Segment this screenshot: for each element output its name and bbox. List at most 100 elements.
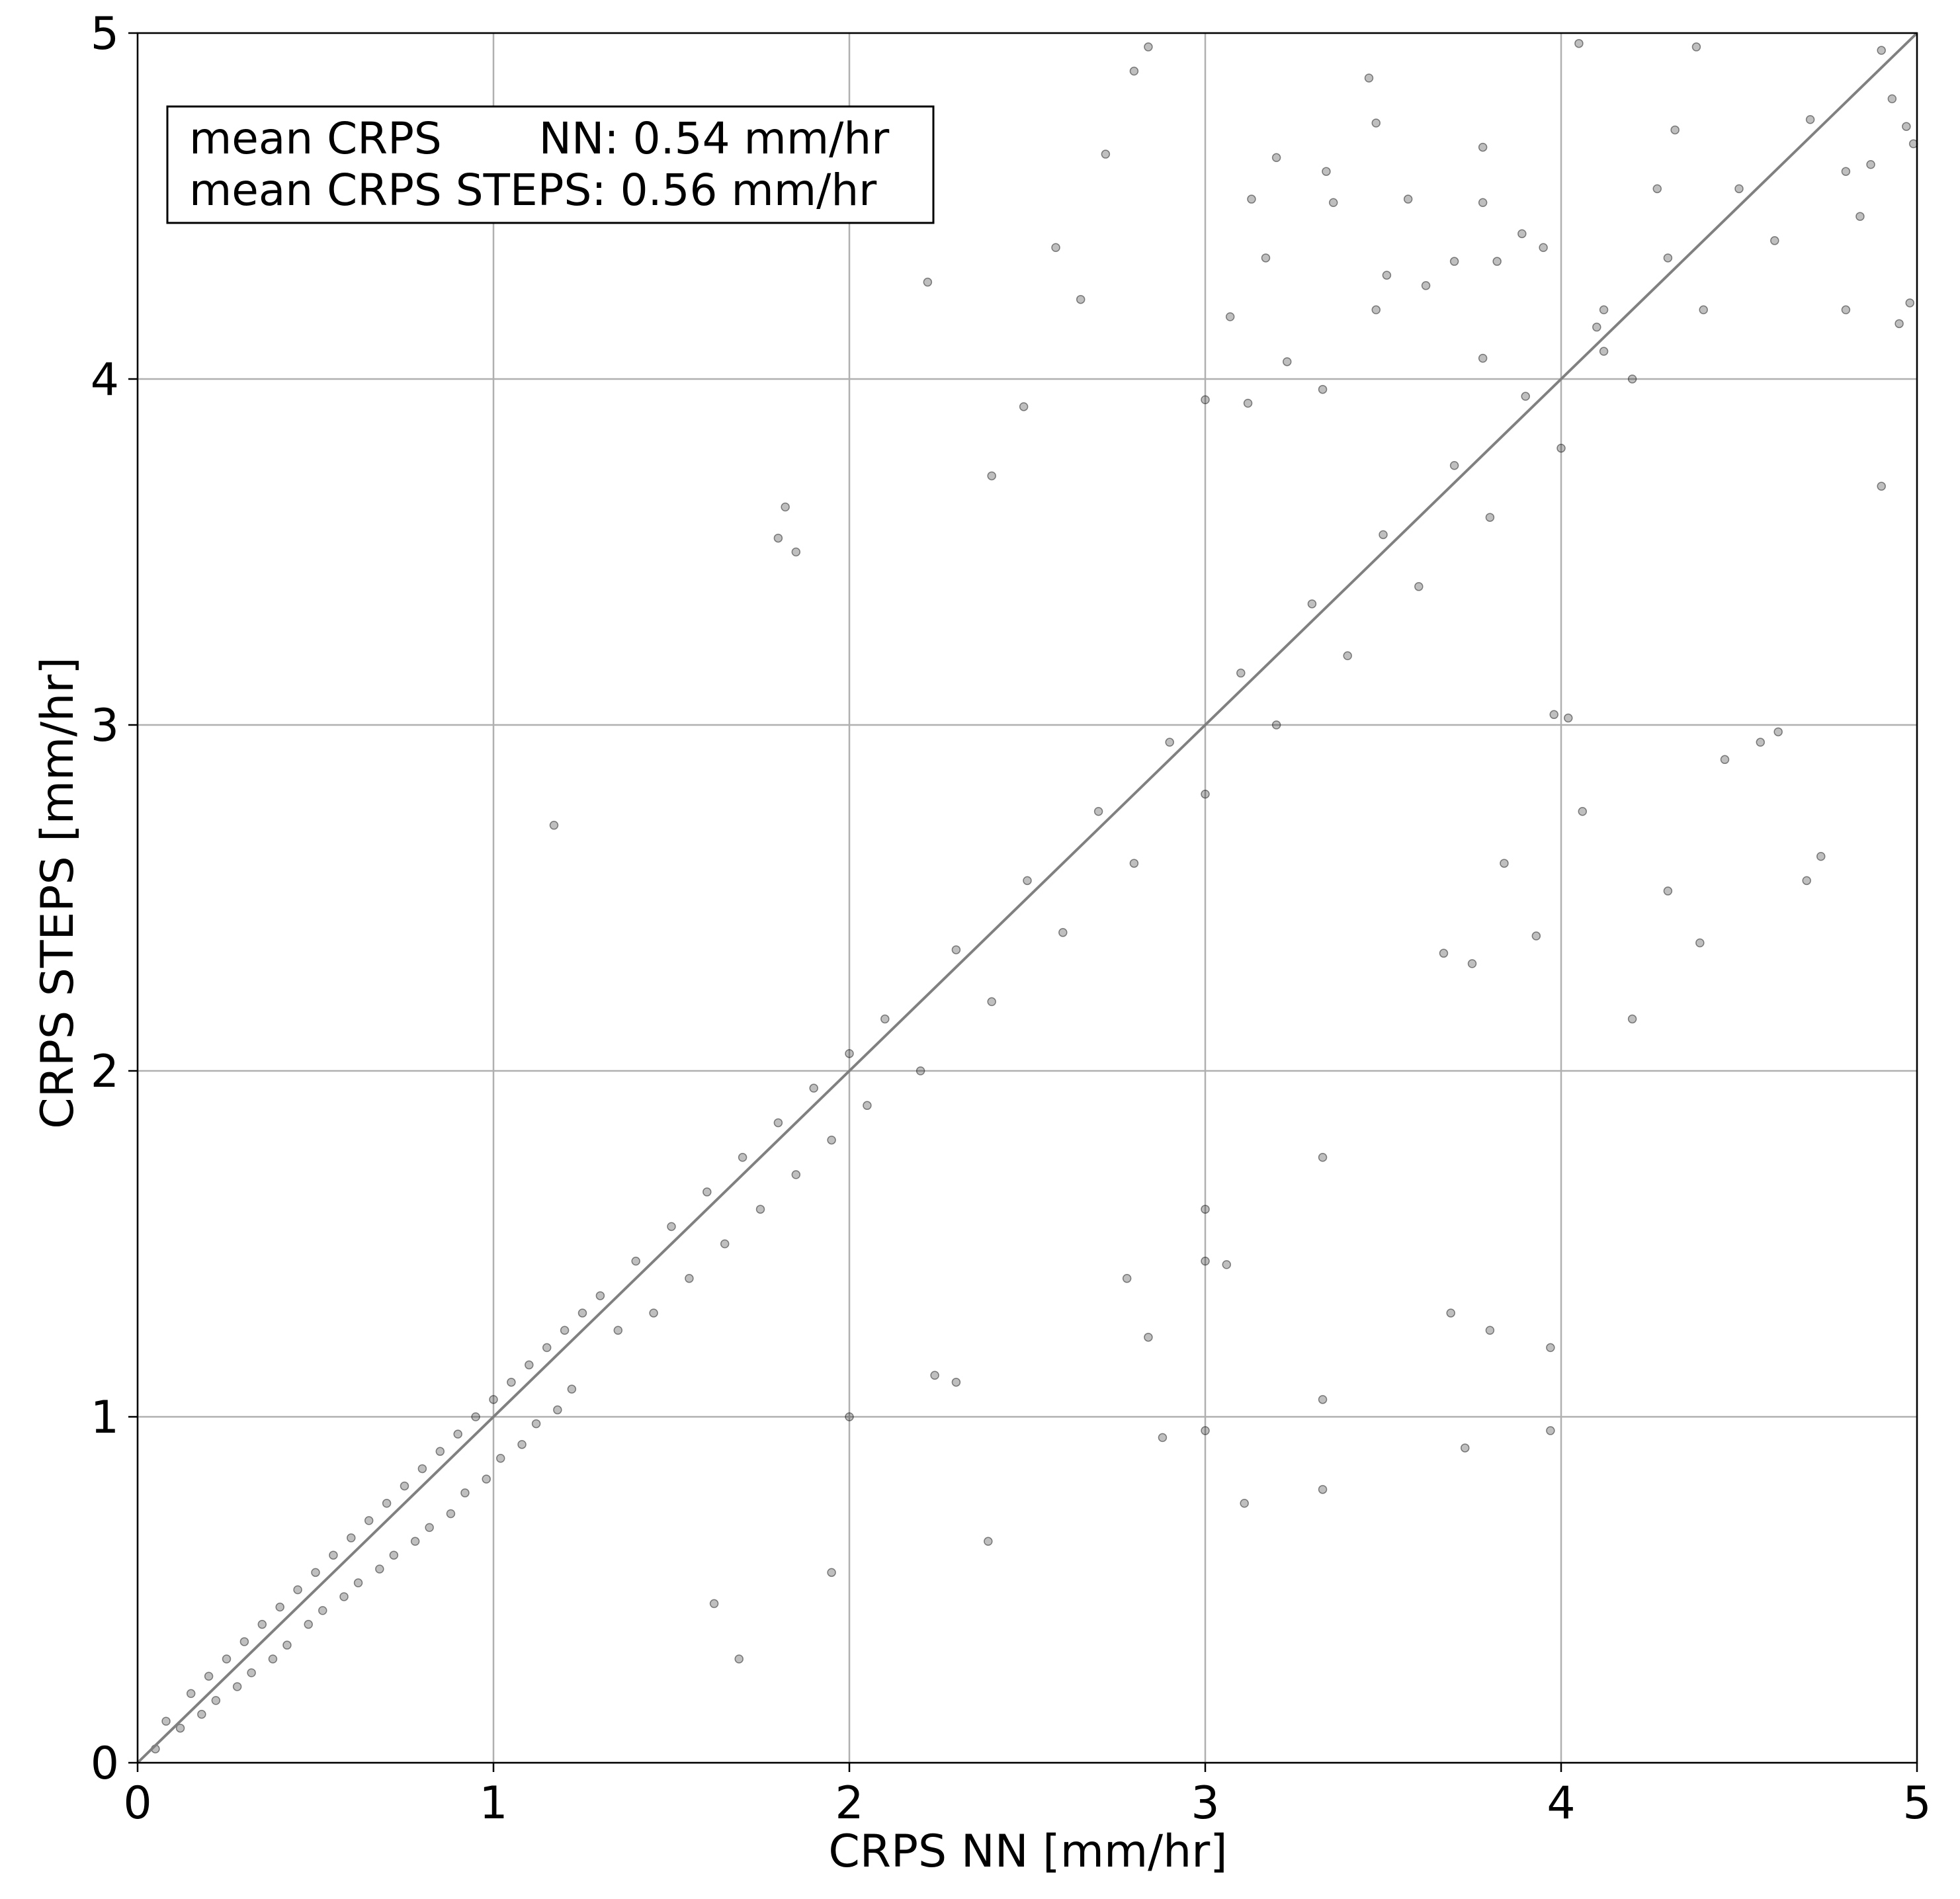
- data-point: [1271, 720, 1281, 730]
- data-point: [880, 1014, 890, 1024]
- data-point: [809, 1083, 818, 1093]
- data-point: [1414, 582, 1424, 591]
- data-point: [1592, 322, 1601, 332]
- data-point: [304, 1620, 313, 1629]
- data-point: [353, 1578, 363, 1587]
- data-point: [1485, 513, 1495, 522]
- data-point: [613, 1326, 623, 1335]
- data-point: [1699, 305, 1708, 315]
- data-point: [1201, 1256, 1210, 1266]
- data-point: [738, 1153, 747, 1162]
- data-point: [186, 1689, 196, 1699]
- data-point: [1051, 243, 1060, 253]
- data-point: [489, 1395, 498, 1404]
- data-point: [311, 1568, 320, 1578]
- data-point: [1446, 1308, 1455, 1318]
- data-point: [987, 471, 996, 481]
- data-point: [1023, 876, 1032, 886]
- data-point: [1318, 1395, 1328, 1404]
- x-tick-label: 4: [1547, 1777, 1575, 1830]
- data-point: [734, 1654, 744, 1664]
- data-point: [417, 1464, 427, 1474]
- data-point: [1578, 807, 1588, 816]
- data-point: [1478, 142, 1488, 152]
- data-point: [1129, 66, 1139, 76]
- data-point: [204, 1671, 214, 1681]
- data-point: [1663, 886, 1673, 896]
- data-point: [1531, 931, 1541, 941]
- data-point: [1247, 194, 1256, 204]
- data-point: [987, 997, 996, 1007]
- plot-frame: [136, 32, 1918, 1764]
- data-point: [1328, 198, 1338, 208]
- data-point: [1905, 298, 1914, 308]
- y-tick-label: 2: [91, 1046, 119, 1098]
- data-point: [930, 1371, 939, 1380]
- data-point: [951, 1377, 961, 1387]
- data-point: [1371, 305, 1381, 315]
- data-point: [560, 1326, 570, 1335]
- data-point: [631, 1256, 640, 1266]
- data-point: [1467, 959, 1477, 968]
- data-point: [1165, 738, 1174, 747]
- data-point: [1756, 738, 1766, 747]
- data-point: [1318, 384, 1328, 394]
- data-point: [1539, 243, 1548, 253]
- data-point: [1877, 482, 1886, 491]
- y-tick-label: 4: [91, 354, 119, 406]
- data-point: [275, 1602, 284, 1612]
- data-point: [1076, 294, 1086, 304]
- data-point: [1902, 122, 1911, 131]
- y-tick-label: 1: [91, 1392, 119, 1444]
- data-point: [364, 1516, 374, 1525]
- data-point: [425, 1523, 434, 1533]
- x-tick-label: 1: [479, 1777, 507, 1830]
- data-point: [1222, 1260, 1232, 1269]
- data-point: [1144, 42, 1153, 52]
- data-point: [389, 1550, 399, 1560]
- data-point: [863, 1101, 872, 1111]
- data-point: [827, 1135, 836, 1145]
- identity-line: [136, 32, 1918, 1764]
- data-point: [211, 1696, 221, 1705]
- data-point: [1521, 392, 1530, 401]
- data-point: [1734, 184, 1744, 194]
- data-point: [951, 945, 961, 954]
- data-point: [1058, 928, 1068, 937]
- axis-ticks: 0 1 2 3 4 5 0 1 2 3 4 5: [91, 8, 1932, 1830]
- data-point: [1318, 1485, 1328, 1494]
- data-point: [1478, 198, 1488, 208]
- data-point: [649, 1308, 658, 1318]
- data-point: [1670, 125, 1680, 135]
- data-point: [1439, 949, 1449, 958]
- data-point: [709, 1599, 719, 1609]
- data-point: [1240, 1499, 1249, 1508]
- data-point: [1271, 153, 1281, 163]
- data-point: [685, 1274, 694, 1283]
- data-point: [703, 1187, 712, 1197]
- data-point: [507, 1377, 516, 1387]
- data-point: [496, 1454, 505, 1463]
- data-point: [984, 1537, 993, 1546]
- data-point: [1866, 159, 1875, 169]
- data-point: [1403, 194, 1413, 204]
- data-point: [1695, 938, 1705, 948]
- data-point: [1564, 713, 1573, 723]
- data-point: [1243, 398, 1253, 408]
- data-point: [347, 1533, 356, 1542]
- data-point: [720, 1239, 730, 1249]
- data-point: [1663, 253, 1673, 263]
- data-point: [1371, 118, 1381, 128]
- data-point: [567, 1384, 577, 1394]
- y-tick-label: 5: [91, 8, 119, 60]
- data-point: [827, 1568, 836, 1578]
- data-point: [1282, 357, 1292, 366]
- data-point: [549, 820, 559, 830]
- data-point: [1574, 38, 1584, 48]
- data-point: [553, 1405, 562, 1415]
- data-point: [282, 1640, 292, 1650]
- data-point: [1877, 46, 1886, 55]
- data-point: [1144, 1332, 1153, 1342]
- data-point: [400, 1481, 409, 1491]
- data-point: [781, 502, 790, 512]
